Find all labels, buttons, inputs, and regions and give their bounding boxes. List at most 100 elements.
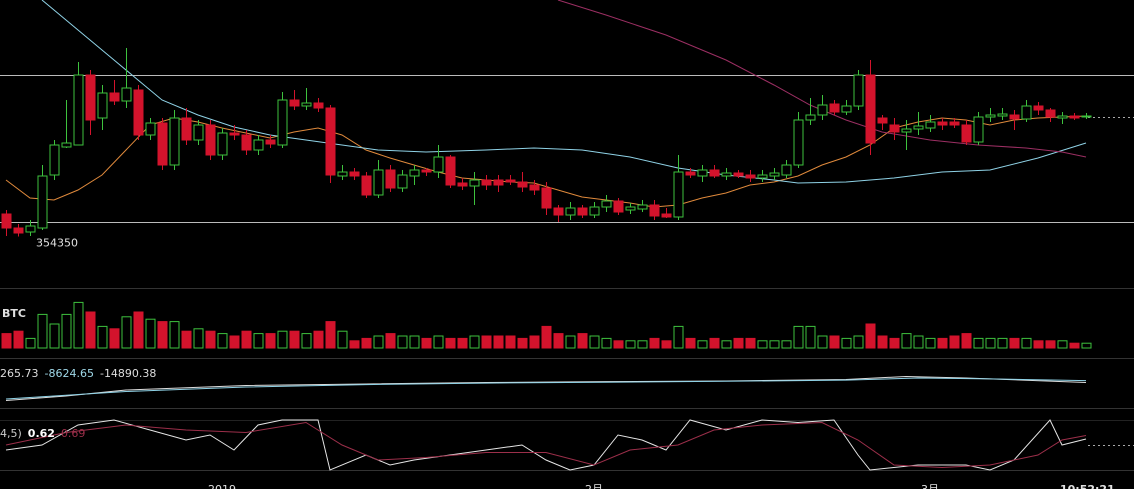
clock: 10:52:21 <box>1060 483 1115 489</box>
candle-body <box>769 172 780 177</box>
volume-bar <box>553 333 564 349</box>
candle-body <box>733 172 744 177</box>
volume-bar <box>1081 342 1092 349</box>
indicator-line <box>5 377 1087 400</box>
volume-bar <box>793 325 804 349</box>
candle-body <box>397 174 408 189</box>
volume-bar <box>457 337 468 349</box>
candle-body <box>493 179 504 186</box>
indicator-line <box>557 0 1087 158</box>
volume-bar <box>565 335 576 349</box>
volume-bar <box>49 323 60 349</box>
volume-bar <box>25 337 36 349</box>
volume-bar <box>913 335 924 349</box>
candle-body <box>553 207 564 216</box>
volume-bar <box>193 328 204 349</box>
indicator-line <box>41 0 1087 184</box>
candle-body <box>25 225 36 233</box>
volume-bar <box>901 333 912 349</box>
volume-bar <box>1033 340 1044 349</box>
volume-bar <box>637 340 648 349</box>
volume-bar <box>217 333 228 349</box>
indicator-readout: 265.73 -8624.65 -14890.38 <box>0 367 156 380</box>
volume-bar <box>541 325 552 349</box>
volume-bar <box>325 321 336 349</box>
candle-body <box>157 122 168 166</box>
volume-bar <box>877 335 888 349</box>
readout-value: -8624.65 <box>45 367 94 380</box>
candle-body <box>1057 115 1068 119</box>
candle-body <box>193 124 204 141</box>
candle-body <box>73 74 84 146</box>
volume-bar <box>985 337 996 349</box>
candle-body <box>205 124 216 156</box>
indicator-readout: 4,5) 0.62 0.69 <box>0 427 85 440</box>
candle-body <box>745 174 756 179</box>
candle-body <box>721 172 732 177</box>
volume-bar <box>949 335 960 349</box>
candle-body <box>241 134 252 151</box>
volume-bar <box>661 340 672 349</box>
volume-bar <box>313 330 324 349</box>
volume-bar <box>625 340 636 349</box>
candle-body <box>421 169 432 173</box>
candle-body <box>565 207 576 216</box>
volume-bar <box>373 335 384 349</box>
volume-bar <box>73 301 84 349</box>
candle-body <box>913 125 924 130</box>
candle-body <box>373 169 384 196</box>
candle-body <box>889 124 900 133</box>
candle-body <box>901 128 912 133</box>
volume-bar <box>241 330 252 349</box>
candle-body <box>169 117 180 166</box>
candle-body <box>949 121 960 126</box>
volume-bar <box>133 311 144 349</box>
candle-body <box>61 142 72 148</box>
candle-body <box>133 89 144 136</box>
volume-bar <box>673 325 684 349</box>
candle-body <box>1021 105 1032 120</box>
candle-body <box>529 184 540 191</box>
candle-body <box>805 114 816 121</box>
volume-bar <box>229 335 240 349</box>
candle-body <box>601 200 612 208</box>
candle-body <box>709 169 720 177</box>
candle-body <box>961 124 972 143</box>
volume-bar <box>409 335 420 349</box>
volume-bar <box>1 333 12 349</box>
volume-bar <box>805 325 816 349</box>
candle-body <box>1 213 12 229</box>
volume-bar <box>769 340 780 349</box>
indicator-line <box>5 421 1087 469</box>
candle-body <box>385 169 396 189</box>
candle-body <box>589 206 600 216</box>
candle-body <box>937 121 948 126</box>
volume-bar <box>37 313 48 349</box>
readout-value: 0.69 <box>61 427 86 440</box>
candle-body <box>985 114 996 118</box>
volume-bar <box>181 330 192 349</box>
readout-value: -14890.38 <box>100 367 156 380</box>
volume-bar <box>589 335 600 349</box>
min-price-label: 354350 <box>36 237 78 250</box>
x-tick-label: 3月 <box>921 483 939 489</box>
volume-bar <box>481 335 492 349</box>
volume-bar <box>445 337 456 349</box>
candle-body <box>1069 115 1080 119</box>
readout-value: 265.73 <box>0 367 39 380</box>
volume-bar <box>649 337 660 349</box>
candle-body <box>1081 115 1092 118</box>
candle-body <box>469 179 480 187</box>
volume-bar <box>697 340 708 349</box>
candle-body <box>577 207 588 216</box>
candle-body <box>973 116 984 143</box>
candle-body <box>1009 114 1020 120</box>
candle-body <box>1033 105 1044 111</box>
volume-bar <box>865 323 876 349</box>
volume-bar <box>733 337 744 349</box>
volume-bar <box>361 337 372 349</box>
volume-bar <box>433 335 444 349</box>
candle-body <box>433 156 444 173</box>
candle-body <box>793 119 804 166</box>
candle-body <box>841 105 852 113</box>
